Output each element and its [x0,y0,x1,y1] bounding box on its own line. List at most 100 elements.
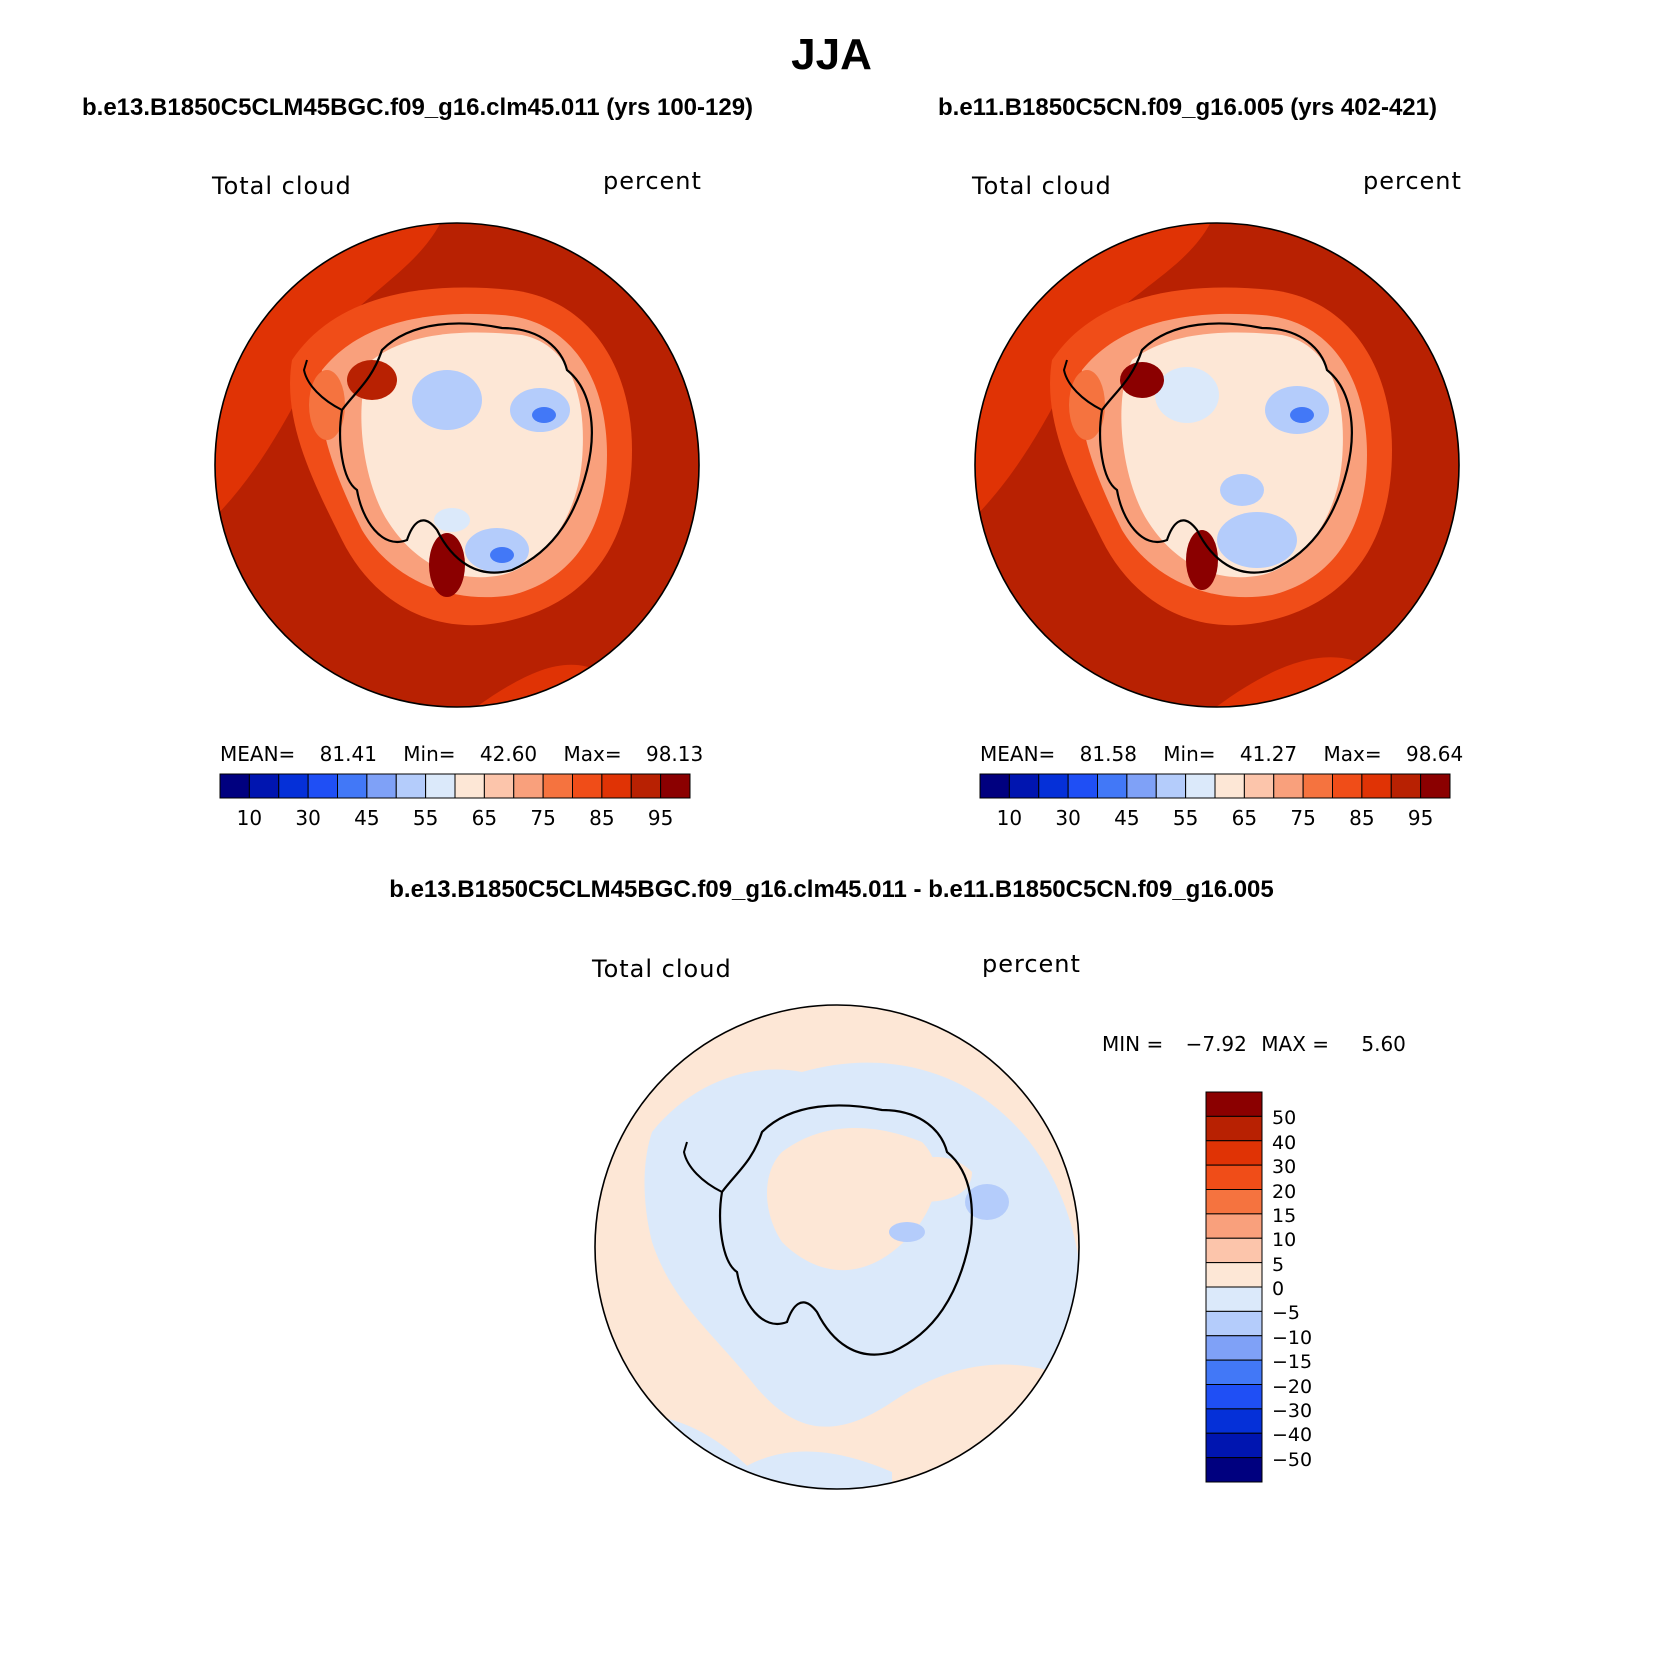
diff-colorbar-box [1205,1335,1263,1361]
diff-colorbar [1205,1091,1263,1483]
panel-2-colorbar-box [1302,773,1333,799]
diff-colorbar-box [1205,1140,1263,1166]
panel-1-colorbar-box [337,773,368,799]
panel-1-colorbar-box [572,773,603,799]
panel-2-colorbar-tick-label: 55 [1172,806,1199,830]
panel-2-colorbar-box [1214,773,1245,799]
diff-colorbar-box [1205,1384,1263,1410]
panel-2-colorbar-tick-label: 45 [1114,806,1140,830]
panel-1-max-label: Max= [563,742,622,766]
diff-max-label: MAX = [1261,1032,1330,1056]
panel-1-colorbar-box [248,773,280,799]
panel-1-colorbar-tick-label: 45 [354,806,380,830]
panel-2-colorbar-tick-label: 30 [1055,806,1081,830]
panel-2-colorbar-box [979,773,1010,799]
diff-colorbar-tick-label: −20 [1272,1375,1313,1398]
panel-2-colorbar-box [1126,773,1157,799]
diff-colorbar-tick-label: 15 [1272,1204,1297,1227]
panel-2-stats: MEAN= 81.58 Min= 41.27 Max= 98.64 [980,742,1463,766]
diff-colorbar-tick-label: 10 [1272,1229,1297,1252]
panel-2-colorbar-box [1008,773,1040,799]
panel-2-mean-label: MEAN= [980,742,1056,766]
panel-2-colorbar-box [1390,773,1422,799]
panel-1-colorbar-box [454,773,485,799]
panel-2-title: b.e11.B1850C5CN.f09_g16.005 (yrs 402-421… [938,94,1437,121]
panel-1-map [214,222,700,708]
panel-2-colorbar-tick-label: 10 [996,806,1023,830]
diff-colorbar-box [1205,1237,1263,1264]
panel-2-colorbar-box [1067,773,1098,799]
panel-1-colorbar-box [219,773,250,799]
diff-colorbar-tick-label: −15 [1272,1351,1313,1374]
panel-1-units-label: percent [603,167,702,195]
panel-2-max-label: Max= [1323,742,1382,766]
diff-colorbar-box [1205,1091,1263,1117]
diff-panel-units-label: percent [982,950,1081,978]
panel-2-colorbar-tick-label: 65 [1231,806,1258,830]
panel-2-variable-label: Total cloud [972,172,1112,200]
panel-1-colorbar-box [630,773,662,799]
panel-1-mean-label: MEAN= [220,742,296,766]
diff-panel-stats: MIN = −7.92 MAX = 5.60 [1102,1032,1406,1056]
panel-1-colorbar-box [425,773,456,799]
panel-2-colorbar-box [1038,773,1069,799]
panel-2-colorbar-tick-label: 95 [1407,806,1434,830]
panel-2-min-value: 41.27 [1239,742,1298,766]
diff-colorbar-tick-label: 50 [1272,1107,1297,1130]
panel-1-colorbar-box [513,773,544,799]
diff-colorbar-box [1205,1408,1263,1434]
panel-1-stats: MEAN= 81.41 Min= 42.60 Max= 98.13 [220,742,703,766]
diff-colorbar-box [1205,1286,1263,1312]
panel-1-title: b.e13.B1850C5CLM45BGC.f09_g16.clm45.011 … [82,94,754,121]
panel-2-colorbar-box [1420,773,1451,799]
panel-1-colorbar-tick-label: 30 [295,806,321,830]
diff-colorbar-tick-label: 40 [1272,1131,1297,1154]
panel-2-colorbar-box [1097,773,1128,799]
panel-1-colorbar-box [601,773,632,799]
panel-1-min-value: 42.60 [479,742,538,766]
diff-panel-map [594,1004,1080,1490]
diff-colorbar-tick-label: −40 [1272,1424,1313,1447]
diff-panel-title: b.e13.B1850C5CLM45BGC.f09_g16.clm45.011 … [389,876,1274,903]
diff-colorbar-box [1205,1213,1263,1239]
panel-1-colorbar-box [660,773,691,799]
diff-colorbar-box [1205,1457,1263,1483]
diff-colorbar-tick-label: 20 [1272,1180,1297,1203]
panel-2-colorbar-box [1243,773,1275,799]
panel-2-colorbar-box [1332,773,1363,799]
panel-1-colorbar-tick-label: 85 [589,806,615,830]
panel-1-colorbar-tick-label: 10 [236,806,263,830]
panel-2-min-label: Min= [1163,742,1216,766]
diff-colorbar-box [1205,1262,1263,1288]
diff-colorbar-box [1205,1164,1263,1190]
diff-colorbar-tick-label: 30 [1272,1156,1297,1179]
panel-1-mean-value: 81.41 [319,742,377,766]
panel-1-colorbar-tick-label: 65 [471,806,498,830]
diff-colorbar-tick-label: 0 [1272,1278,1285,1300]
diff-colorbar-tick-label: −50 [1272,1448,1313,1471]
figure-title: JJA [791,30,872,79]
panel-2-colorbar-box [1273,773,1304,799]
panel-1-colorbar-tick-label: 75 [530,806,556,830]
panel-2-colorbar-tick-label: 85 [1349,806,1375,830]
diff-panel-variable-label: Total cloud [592,955,732,983]
panel-2-mean-value: 81.58 [1079,742,1137,766]
panel-1-colorbar-box [366,773,397,799]
diff-min-label: MIN = [1102,1032,1164,1056]
diff-colorbar-ticks: 50 40 30 20 15 10 5 0 −5 −10 −15 −20 −30 −40 −50 [1272,1092,1352,1482]
panel-1-colorbar-ticks: 10 30 45 55 65 75 85 95 [220,806,690,832]
diff-colorbar-box [1205,1115,1263,1142]
diff-colorbar-box [1205,1432,1263,1459]
diff-colorbar-tick-label: 5 [1272,1253,1285,1276]
diff-colorbar-box [1205,1189,1263,1215]
diff-max-value: 5.60 [1361,1032,1406,1056]
panel-2-colorbar [979,773,1451,799]
panel-1-colorbar-box [542,773,573,799]
diff-colorbar-box [1205,1359,1263,1385]
panel-1-colorbar [219,773,691,799]
panel-1-colorbar-box [395,773,427,799]
panel-2-colorbar-ticks: 10 30 45 55 65 75 85 95 [980,806,1450,832]
panel-2-max-value: 98.64 [1405,742,1464,766]
diff-colorbar-tick-label: −30 [1272,1399,1313,1422]
panel-1-min-label: Min= [403,742,456,766]
